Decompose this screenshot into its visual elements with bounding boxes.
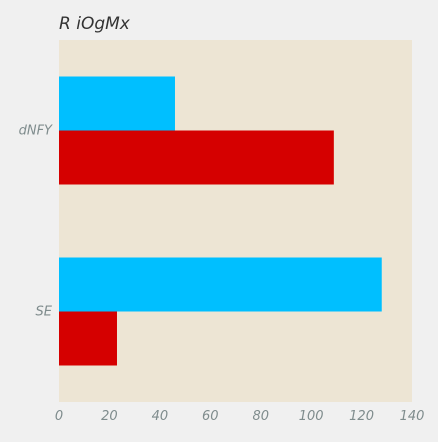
chart-title: R iOgMx (59, 14, 131, 34)
x-tick-label: 100 (299, 409, 324, 424)
y-tick-label-dnfy: dNFY (19, 124, 53, 139)
x-tick-label: 20 (101, 409, 118, 424)
bar-dnfy-series-1 (59, 76, 175, 131)
x-tick-label: 40 (152, 409, 169, 424)
bar-se-series-1 (59, 257, 382, 312)
bar-dnfy-series-2 (59, 130, 334, 185)
y-tick-label-se: SE (36, 305, 53, 320)
x-axis-tick-labels: 0 20 40 60 80 100 120 140 (55, 409, 425, 424)
x-tick-label: 120 (349, 409, 374, 424)
x-tick-label: 140 (400, 409, 425, 424)
y-axis-tick-labels: dNFY SE (19, 124, 53, 320)
x-tick-label: 80 (252, 409, 269, 424)
x-tick-label: 0 (55, 409, 63, 424)
bar-se-series-2 (59, 311, 117, 366)
x-tick-label: 60 (202, 409, 219, 424)
bars-group (59, 76, 382, 366)
